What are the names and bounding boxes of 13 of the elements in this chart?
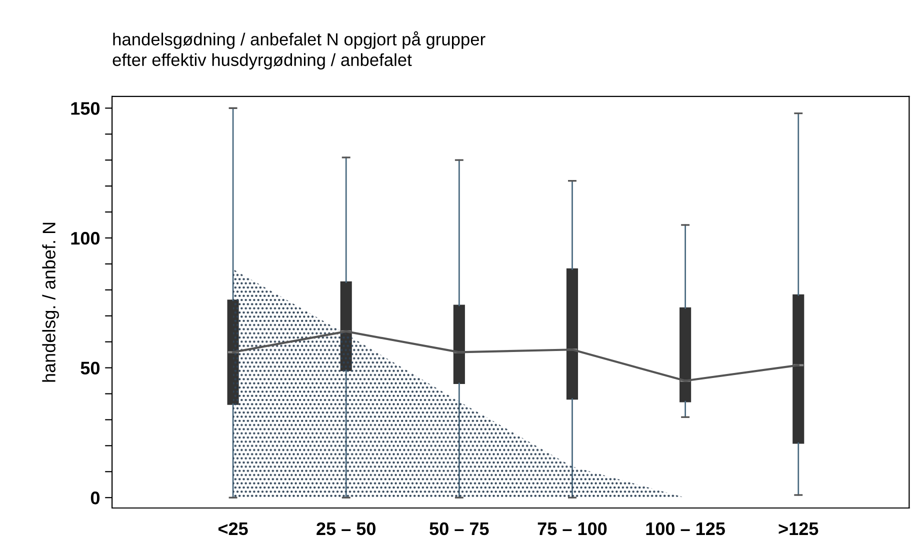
x-tick-label: 100 – 125 [646,522,725,536]
y-tick-label: 50 [80,362,100,375]
x-tick-label: >125 [778,522,818,536]
y-tick-label: 100 [71,232,100,245]
x-tick-label: 50 – 75 [430,522,489,536]
x-tick-label: 25 – 50 [316,522,376,536]
line-series [232,330,800,382]
x-tick-label: 75 – 100 [538,522,607,536]
y-tick-label: 0 [90,492,100,504]
x-tick-label: <25 [218,522,248,536]
chart-title: handelsgødning / anbefalet N opgjort på grupper efter effektiv husdyrgødning / anbefalet [112,31,486,70]
y-axis-title: handelsg. / anbef. N [42,222,60,382]
y-tick-label: 150 [71,102,100,115]
